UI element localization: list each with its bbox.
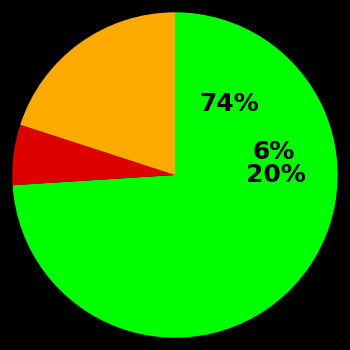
Text: 20%: 20% [246, 163, 306, 187]
Text: 6%: 6% [252, 140, 294, 164]
Wedge shape [13, 12, 338, 338]
Wedge shape [12, 125, 175, 185]
Wedge shape [20, 12, 175, 175]
Text: 74%: 74% [199, 92, 259, 116]
